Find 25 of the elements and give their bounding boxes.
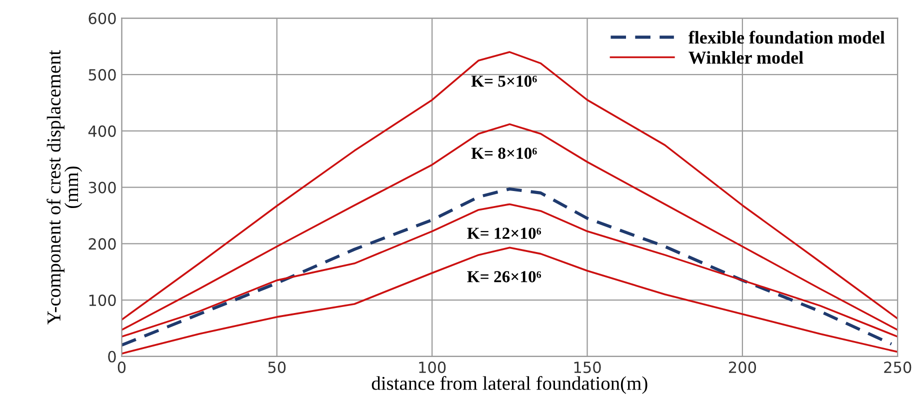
x-tick-label: 200 <box>728 362 756 374</box>
legend-label: flexible foundation model <box>688 30 885 44</box>
x-axis-title: distance from lateral foundation(m) <box>372 376 648 394</box>
line-series <box>122 187 893 347</box>
y-tick-label: 500 <box>88 69 116 81</box>
y-tick-label: 600 <box>88 12 116 24</box>
annotation: K= 5×10⁶ <box>471 76 537 87</box>
y-tick-label: 100 <box>89 294 116 306</box>
y-tick-label: 200 <box>88 238 116 250</box>
x-tick-label: 150 <box>574 362 601 374</box>
line-series <box>122 51 898 321</box>
x-tick-label: 250 <box>884 362 912 374</box>
legend-label: Winkler model <box>688 51 804 64</box>
annotation: K= 8×10⁶ <box>471 148 537 159</box>
y-tick-label: 0 <box>108 350 116 362</box>
annotation: K= 12×10⁶ <box>467 228 542 239</box>
y-axis-title: Y-component of crest displacement (mm) <box>46 50 82 325</box>
line-series <box>122 123 898 331</box>
y-tick-label: 300 <box>88 182 116 194</box>
x-tick-label: 50 <box>268 362 286 374</box>
y-tick-label: 400 <box>88 125 116 137</box>
annotation: K= 26×10⁶ <box>467 271 542 282</box>
x-tick-label: 0 <box>118 362 126 374</box>
line-series <box>122 203 898 338</box>
x-tick-label: 100 <box>419 362 446 374</box>
